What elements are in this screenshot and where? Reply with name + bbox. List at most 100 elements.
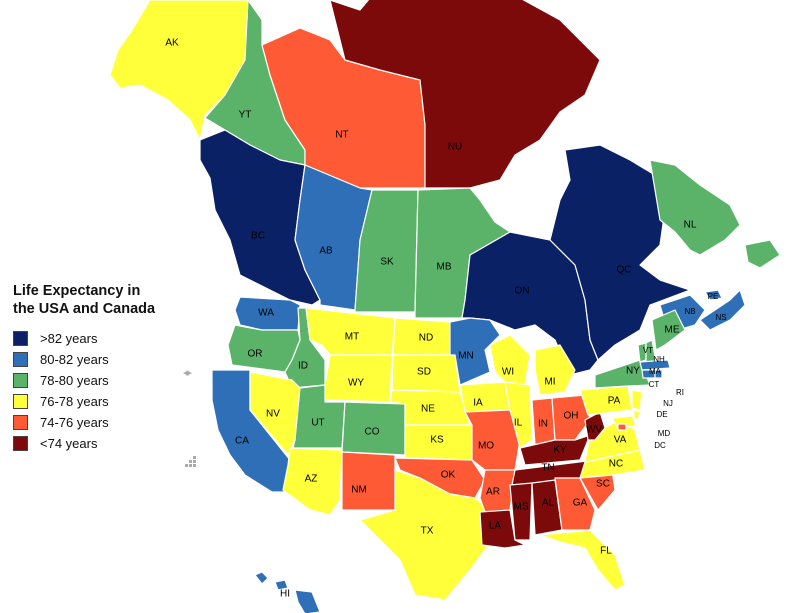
legend-item: <74 years <box>13 433 193 454</box>
region-label-ms: MS <box>514 502 529 513</box>
region-label-nb: NB <box>684 307 695 316</box>
region-wy <box>324 354 393 403</box>
region-label-nd: ND <box>419 333 433 344</box>
region-label-sd: SD <box>417 367 431 378</box>
region-label-ab: AB <box>319 246 333 257</box>
legend-label: 78-80 years <box>40 373 109 388</box>
legend-swatch <box>13 331 28 346</box>
region-label-md: MD <box>658 429 671 438</box>
legend-swatch <box>13 415 28 430</box>
legend-swatch <box>13 394 28 409</box>
region-bc <box>199 129 321 306</box>
legend-items: >82 years 80-82 years 78-80 years 76-78 yea… <box>13 328 193 454</box>
region-label-tn: TN <box>541 463 554 474</box>
region-label-hi: HI <box>280 589 290 600</box>
region-label-me: ME <box>665 325 680 336</box>
region-label-ar: AR <box>486 487 500 498</box>
region-mn <box>449 317 501 386</box>
region-label-or: OR <box>248 349 263 360</box>
region-label-nt: NT <box>335 130 348 141</box>
region-ia <box>459 381 511 413</box>
region-label-vt: VT <box>643 346 653 355</box>
region-de <box>633 409 641 421</box>
region-label-ma: MA <box>649 367 662 376</box>
region-label-nv: NV <box>266 409 280 420</box>
legend-title: Life Expectancy in the USA and Canada <box>13 282 193 318</box>
region-label-nj: NJ <box>663 399 673 408</box>
region-me <box>651 309 686 351</box>
region-label-pa: PA <box>608 396 621 407</box>
region-label-id: ID <box>298 361 308 372</box>
region-label-wi: WI <box>502 367 514 378</box>
resize-grip-icon[interactable] <box>185 456 199 468</box>
region-label-mi: MI <box>544 377 555 388</box>
region-label-wv: WV <box>586 425 602 436</box>
region-label-yt: YT <box>239 110 252 121</box>
legend-title-line2: the USA and Canada <box>13 301 156 317</box>
region-ny <box>594 359 651 389</box>
region-label-ky: KY <box>553 445 567 456</box>
region-label-bc: BC <box>251 231 265 242</box>
region-label-mo: MO <box>478 441 494 452</box>
region-nu <box>329 0 601 189</box>
region-label-mb: MB <box>437 262 452 273</box>
legend-title-line1: Life Expectancy in <box>13 283 141 299</box>
region-label-ia: IA <box>473 398 483 409</box>
region-la <box>479 509 526 549</box>
region-ab <box>294 164 373 311</box>
region-label-tx: TX <box>421 526 434 537</box>
legend-item: >82 years <box>13 328 193 349</box>
region-fl <box>539 529 626 591</box>
region-tx <box>359 469 493 601</box>
region-label-oh: OH <box>564 411 579 422</box>
region-label-ok: OK <box>441 470 456 481</box>
region-ms <box>509 482 533 541</box>
region-label-ks: KS <box>430 435 444 446</box>
region-label-il: IL <box>514 418 523 429</box>
region-label-ri: RI <box>676 388 684 397</box>
region-ns <box>699 289 746 331</box>
legend-swatch <box>13 436 28 451</box>
region-label-ne: NE <box>421 404 435 415</box>
legend-item: 74-76 years <box>13 412 193 433</box>
region-label-co: CO <box>365 427 380 438</box>
region-label-nh: NH <box>653 355 665 364</box>
region-label-ut: UT <box>311 418 324 429</box>
region-ma <box>639 359 671 371</box>
region-label-az: AZ <box>305 474 318 485</box>
region-label-sk: SK <box>380 257 394 268</box>
legend-label: 80-82 years <box>40 352 109 367</box>
region-label-pe: PE <box>708 292 719 301</box>
region-label-ct: CT <box>649 380 660 389</box>
region-ga <box>554 477 596 531</box>
region-nj <box>631 389 643 411</box>
legend-label: <74 years <box>40 436 98 451</box>
region-oh <box>551 394 591 441</box>
legend-label: >82 years <box>40 331 98 346</box>
region-label-nl: NL <box>684 220 697 231</box>
legend-item: 78-80 years <box>13 370 193 391</box>
region-label-in: IN <box>538 419 548 430</box>
region-label-ga: GA <box>573 498 588 509</box>
legend-swatch <box>13 352 28 367</box>
region-label-ny: NY <box>626 366 640 377</box>
region-label-al: AL <box>542 498 555 509</box>
region-label-wa: WA <box>258 308 274 319</box>
region-label-ak: AK <box>165 38 179 49</box>
region-label-wy: WY <box>348 378 364 389</box>
region-nm <box>341 451 396 511</box>
region-pa <box>579 385 633 416</box>
legend-swatch <box>13 373 28 388</box>
region-label-va: VA <box>614 435 627 446</box>
pan-arrows-icon[interactable]: ◂▸ <box>183 367 192 379</box>
region-ri <box>654 369 663 379</box>
region-hi <box>254 571 321 613</box>
region-dc <box>617 423 627 431</box>
region-label-de: DE <box>656 410 667 419</box>
legend-label: 76-78 years <box>40 394 109 409</box>
region-label-qc: QC <box>617 265 632 276</box>
region-label-nc: NC <box>609 459 623 470</box>
region-label-nu: NU <box>448 142 462 153</box>
region-nl <box>649 159 781 269</box>
